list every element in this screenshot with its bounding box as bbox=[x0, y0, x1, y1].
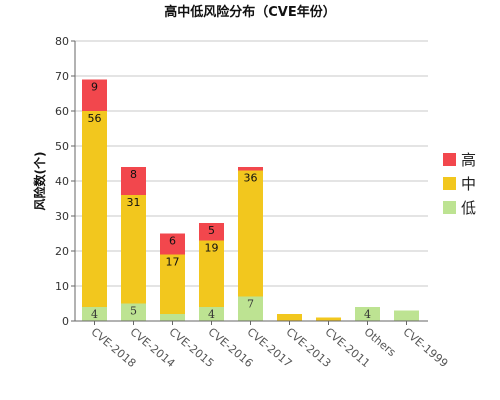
legend-label[interactable]: 中 bbox=[461, 175, 476, 193]
bar-segment[interactable] bbox=[355, 307, 380, 321]
y-tick-label: 30 bbox=[55, 210, 69, 223]
bar-segment[interactable] bbox=[160, 233, 185, 255]
y-axis-ticks: 0 10 20 30 40 50 60 70 80 bbox=[55, 35, 75, 328]
data-label: 6 bbox=[169, 235, 176, 248]
bar-segment[interactable] bbox=[199, 240, 224, 308]
data-label: 19 bbox=[205, 242, 219, 255]
y-tick-label: 10 bbox=[55, 280, 69, 293]
data-label: 17 bbox=[166, 256, 180, 269]
data-label: 36 bbox=[244, 172, 258, 185]
data-label: 31 bbox=[127, 196, 141, 209]
y-tick-label: 0 bbox=[62, 315, 69, 328]
x-tick-label: Others bbox=[362, 325, 399, 359]
data-labels: 4 56 9 5 31 8 17 6 4 19 5 7 36 4 bbox=[88, 81, 372, 322]
bar-segment[interactable] bbox=[121, 167, 146, 195]
data-label: 5 bbox=[130, 305, 137, 318]
y-tick-label: 70 bbox=[55, 70, 69, 83]
bar-segment[interactable] bbox=[238, 167, 263, 171]
data-label: 8 bbox=[130, 168, 137, 181]
legend-swatch[interactable] bbox=[443, 177, 456, 190]
bar-segment[interactable] bbox=[121, 195, 146, 304]
data-label: 9 bbox=[91, 81, 98, 94]
legend-swatch[interactable] bbox=[443, 201, 456, 214]
y-tick-label: 80 bbox=[55, 35, 69, 48]
bars bbox=[82, 79, 419, 322]
data-label: 4 bbox=[91, 308, 98, 321]
bar-segment[interactable] bbox=[394, 310, 419, 322]
bar-segment[interactable] bbox=[82, 111, 107, 307]
legend-swatch[interactable] bbox=[443, 153, 456, 166]
bar-segment[interactable] bbox=[238, 170, 263, 297]
legend[interactable]: 高中低 bbox=[443, 151, 476, 217]
x-axis-ticks: CVE-2018CVE-2014CVE-2015CVE-2016CVE-2017… bbox=[89, 321, 451, 370]
y-axis-label: 风险数(个) bbox=[32, 152, 47, 211]
bar-segment[interactable] bbox=[199, 223, 224, 241]
data-label: 56 bbox=[88, 112, 102, 125]
data-label: 4 bbox=[208, 308, 215, 321]
y-tick-label: 60 bbox=[55, 105, 69, 118]
bar-segment[interactable] bbox=[238, 296, 263, 322]
legend-label[interactable]: 高 bbox=[461, 151, 476, 169]
x-tick-label: CVE-1999 bbox=[401, 325, 451, 370]
y-tick-label: 40 bbox=[55, 175, 69, 188]
bar-segment[interactable] bbox=[277, 314, 302, 321]
bar-segment[interactable] bbox=[160, 314, 185, 321]
y-tick-label: 50 bbox=[55, 140, 69, 153]
legend-label[interactable]: 低 bbox=[461, 199, 476, 217]
data-label: 4 bbox=[364, 308, 371, 321]
bar-segment[interactable] bbox=[82, 307, 107, 321]
bar-segment[interactable] bbox=[199, 307, 224, 321]
bar-segment[interactable] bbox=[121, 303, 146, 322]
y-tick-label: 20 bbox=[55, 245, 69, 258]
chart-title: 高中低风险分布（CVE年份） bbox=[164, 4, 335, 20]
bar-segment[interactable] bbox=[316, 317, 341, 322]
data-label: 7 bbox=[247, 298, 254, 311]
bar-segment[interactable] bbox=[82, 79, 107, 112]
data-label: 5 bbox=[208, 224, 215, 237]
bar-segment[interactable] bbox=[160, 254, 185, 315]
